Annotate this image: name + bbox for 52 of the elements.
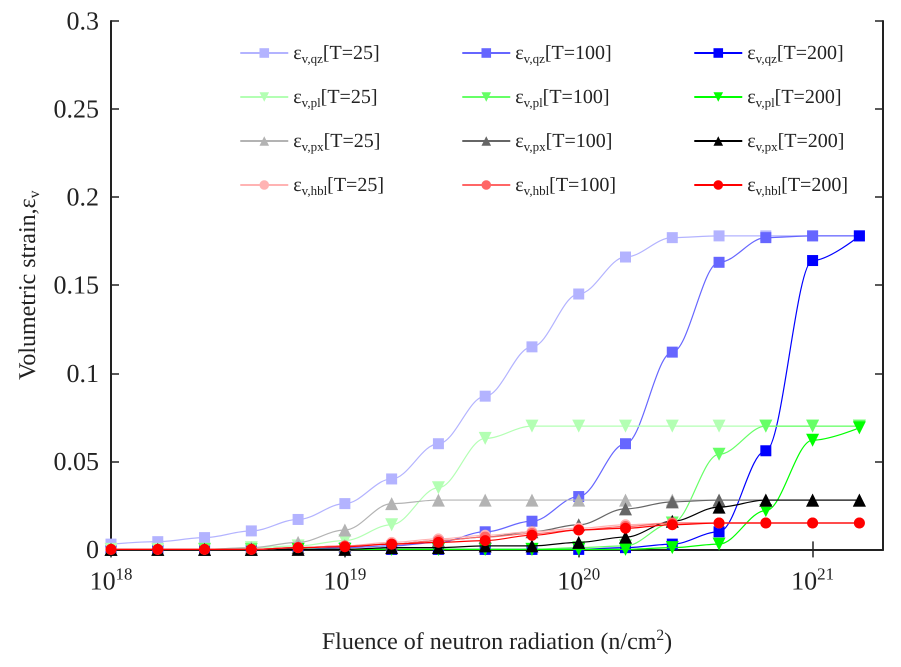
point xyxy=(386,473,398,484)
point xyxy=(714,526,725,538)
point xyxy=(666,541,679,554)
point xyxy=(480,390,491,402)
point xyxy=(620,438,632,450)
y-tick-label: 0.3 xyxy=(66,6,99,36)
point xyxy=(712,448,726,461)
point xyxy=(666,346,678,358)
y-tick-label: 0.15 xyxy=(54,270,99,300)
y-tick-label: 0 xyxy=(86,534,99,564)
y-axis-title: Volumetric strain,εv xyxy=(15,190,44,380)
point xyxy=(199,532,210,544)
point xyxy=(760,445,772,456)
point xyxy=(526,341,538,352)
point xyxy=(292,514,304,525)
y-tick-label: 0.25 xyxy=(54,94,99,124)
point xyxy=(714,256,725,268)
point xyxy=(385,497,398,510)
point xyxy=(432,494,445,507)
point xyxy=(572,420,586,433)
point xyxy=(806,434,820,447)
point xyxy=(572,536,586,549)
point xyxy=(619,494,632,507)
point xyxy=(525,420,538,433)
point xyxy=(432,481,445,494)
point xyxy=(619,542,632,556)
point xyxy=(572,494,586,507)
point xyxy=(525,539,538,552)
point xyxy=(714,230,725,242)
point xyxy=(525,494,538,507)
point xyxy=(573,288,584,300)
point xyxy=(432,438,444,450)
point xyxy=(480,535,491,546)
point xyxy=(666,420,679,433)
point xyxy=(666,232,678,244)
point xyxy=(619,502,632,516)
point xyxy=(385,518,398,532)
y-tick-label: 0.1 xyxy=(66,358,99,388)
point xyxy=(712,420,726,433)
point xyxy=(619,420,632,433)
point xyxy=(712,538,726,551)
point xyxy=(526,516,538,527)
point xyxy=(807,255,818,266)
point xyxy=(620,252,632,263)
point xyxy=(478,432,492,445)
point xyxy=(246,525,257,536)
y-tick-label: 0.05 xyxy=(54,446,99,476)
point xyxy=(338,524,352,537)
point xyxy=(339,498,350,510)
point xyxy=(712,500,726,514)
point xyxy=(478,494,492,507)
y-tick-label: 0.2 xyxy=(66,182,99,212)
